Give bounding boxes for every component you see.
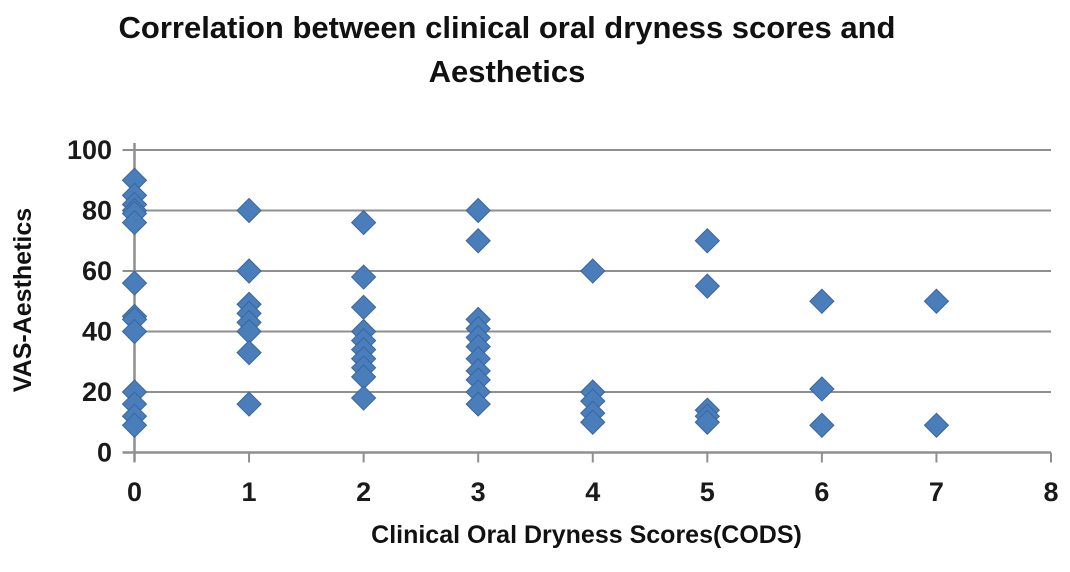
data-point [121, 209, 148, 236]
data-point [923, 412, 950, 438]
data-point [809, 412, 835, 438]
data-point [350, 294, 377, 321]
x-tick-label: 1 [242, 477, 257, 507]
y-axis-title: VAS-Aesthetics [9, 207, 37, 393]
x-tick-label: 3 [471, 477, 486, 507]
data-point [809, 288, 835, 314]
data-point [694, 409, 721, 435]
x-tick-label: 7 [929, 477, 944, 507]
y-tick-label: 80 [82, 196, 112, 226]
data-point [350, 264, 377, 290]
data-point [580, 409, 606, 435]
data-point [465, 197, 491, 224]
y-tick-label: 100 [67, 135, 112, 165]
y-tick-label: 60 [82, 256, 112, 286]
x-tick-label: 2 [356, 477, 371, 507]
x-tick-label: 4 [585, 477, 600, 507]
data-point [236, 391, 262, 417]
x-tick-label: 0 [127, 477, 142, 507]
data-point [350, 209, 377, 236]
x-tick-label: 6 [814, 477, 829, 507]
data-point [809, 376, 835, 402]
x-axis-title: Clinical Oral Dryness Scores(CODS) [371, 521, 802, 549]
data-point [121, 412, 148, 438]
data-point [236, 339, 262, 366]
x-tick-label: 5 [700, 477, 715, 507]
data-point [465, 228, 491, 254]
data-point [694, 273, 721, 299]
data-point [236, 197, 262, 224]
data-point [121, 270, 148, 296]
y-tick-label: 0 [97, 438, 112, 468]
data-point [350, 385, 377, 411]
data-point [465, 391, 491, 417]
data-point [121, 318, 148, 345]
chart-title: Correlation between clinical oral drynes… [118, 10, 896, 90]
data-point [580, 258, 606, 284]
y-tick-label: 20 [82, 377, 112, 407]
data-point [236, 258, 262, 284]
data-point [694, 228, 721, 254]
y-tick-label: 40 [82, 317, 112, 347]
x-tick-label: 8 [1043, 477, 1058, 507]
data-point [923, 288, 950, 314]
